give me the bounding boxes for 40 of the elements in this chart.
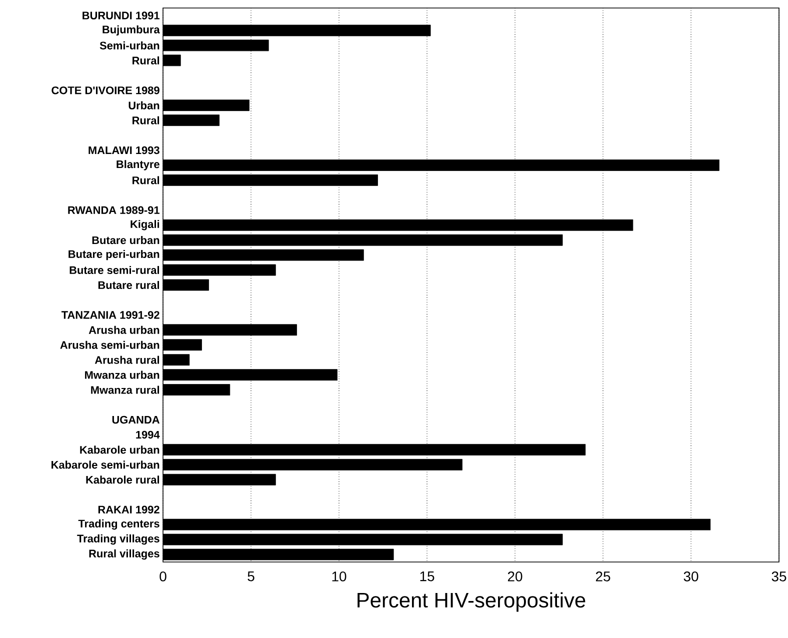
y-tick-label: Kabarole rural [86, 476, 160, 484]
y-tick-label: Butare peri-urban [68, 250, 160, 260]
y-tick-label: Arusha urban [88, 326, 160, 334]
y-tick-label: Bujumbura [102, 25, 160, 36]
y-tick-label: Trading centers [78, 519, 160, 530]
y-tick-label: Kabarole semi-urban [52, 460, 160, 469]
y-tick-label: RWANDA 1989-91 [68, 206, 160, 214]
y-tick-label: COTE D'IVOIRE 1989 [52, 86, 160, 94]
x-tick-label: 30 [684, 572, 698, 582]
y-tick-label: BURUNDI 1991 [82, 12, 160, 20]
y-tick-label: Rural villages [89, 549, 160, 560]
y-tick-label: Rural [132, 176, 160, 184]
y-tick-label: Butare rural [98, 280, 160, 290]
y-tick-label: UGANDA [112, 416, 160, 424]
y-tick-label: Mwanza rural [91, 386, 160, 394]
y-tick-label: Urban [128, 101, 160, 110]
y-tick-label: 1994 [136, 430, 160, 439]
y-tick-label: RAKAI 1992 [98, 506, 160, 514]
y-tick-label: TANZANIA 1991-92 [61, 311, 160, 319]
y-tick-label: Butare semi-rural [70, 266, 160, 274]
x-tick-label: 15 [420, 572, 434, 582]
y-tick-label: Mwanza urban [85, 370, 160, 379]
y-tick-label: Arusha rural [94, 356, 160, 364]
y-tick-label: Rural [132, 56, 160, 64]
y-tick-label: Rural [132, 116, 160, 124]
x-tick-label: 0 [160, 572, 166, 582]
y-tick-label: Arusha semi-urban [60, 340, 160, 349]
x-axis-title: Percent HIV-seropositive [358, 592, 586, 612]
y-tick-label: Semi-urban [100, 41, 160, 50]
y-tick-label: Kigali [130, 220, 160, 230]
y-tick-label: Trading villages [77, 534, 160, 545]
x-tick-label: 25 [596, 572, 610, 582]
x-tick-label: 35 [772, 572, 786, 582]
y-tick-label: Butare urban [92, 236, 160, 244]
x-tick-label: 10 [332, 572, 346, 582]
y-tick-label: Blantyre [116, 160, 160, 170]
y-tick-label: Kabarole urban [80, 446, 160, 454]
x-tick-label: 20 [508, 572, 522, 582]
y-tick-label: MALAWI 1993 [88, 146, 160, 154]
x-tick-label: 5 [248, 572, 254, 582]
